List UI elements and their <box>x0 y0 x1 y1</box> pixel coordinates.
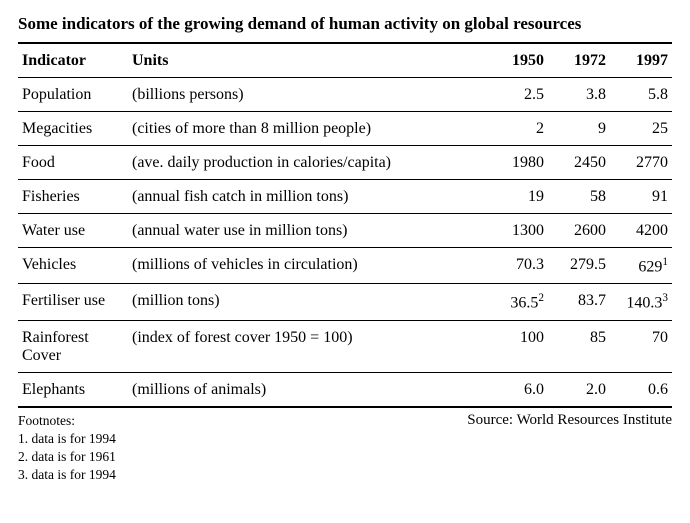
table-row: Water use(annual water use in million to… <box>18 214 672 248</box>
source-attribution: Source: World Resources Institute <box>467 412 672 485</box>
cell-y1997: 6291 <box>610 248 672 284</box>
table-header-row: Indicator Units 1950 1972 1997 <box>18 43 672 78</box>
table-row: Elephants(millions of animals)6.02.00.6 <box>18 372 672 407</box>
cell-units: (ave. daily production in calories/capit… <box>128 146 486 180</box>
cell-y1972: 85 <box>548 320 610 372</box>
cell-y1972: 9 <box>548 112 610 146</box>
footnote-ref: 2 <box>538 292 544 304</box>
cell-y1997: 25 <box>610 112 672 146</box>
cell-y1972: 83.7 <box>548 284 610 320</box>
cell-units: (index of forest cover 1950 = 100) <box>128 320 486 372</box>
footnote-item: 1. data is for 1994 <box>18 430 116 448</box>
cell-y1950: 6.0 <box>486 372 548 407</box>
cell-y1997: 5.8 <box>610 78 672 112</box>
cell-y1997: 70 <box>610 320 672 372</box>
cell-y1972: 2600 <box>548 214 610 248</box>
cell-units: (billions persons) <box>128 78 486 112</box>
cell-indicator: Rainforest Cover <box>18 320 128 372</box>
table-row: Rainforest Cover(index of forest cover 1… <box>18 320 672 372</box>
cell-units: (cities of more than 8 million people) <box>128 112 486 146</box>
cell-y1950: 100 <box>486 320 548 372</box>
table-row: Megacities(cities of more than 8 million… <box>18 112 672 146</box>
footnote-ref: 1 <box>662 256 668 268</box>
cell-y1997: 0.6 <box>610 372 672 407</box>
col-header-1972: 1972 <box>548 43 610 78</box>
footnotes-header: Footnotes: <box>18 412 116 430</box>
cell-y1950: 1980 <box>486 146 548 180</box>
table-row: Vehicles(millions of vehicles in circula… <box>18 248 672 284</box>
table-body: Population(billions persons)2.53.85.8Meg… <box>18 78 672 407</box>
cell-indicator: Megacities <box>18 112 128 146</box>
table-row: Fisheries(annual fish catch in million t… <box>18 180 672 214</box>
cell-indicator: Fisheries <box>18 180 128 214</box>
cell-y1972: 2450 <box>548 146 610 180</box>
cell-y1950: 2 <box>486 112 548 146</box>
col-header-units: Units <box>128 43 486 78</box>
cell-y1972: 3.8 <box>548 78 610 112</box>
cell-indicator: Population <box>18 78 128 112</box>
cell-y1950: 2.5 <box>486 78 548 112</box>
footnotes: Footnotes: 1. data is for 1994 2. data i… <box>18 412 116 485</box>
table-row: Food(ave. daily production in calories/c… <box>18 146 672 180</box>
cell-y1950: 19 <box>486 180 548 214</box>
footnote-item: 2. data is for 1961 <box>18 448 116 466</box>
cell-units: (annual fish catch in million tons) <box>128 180 486 214</box>
cell-y1972: 58 <box>548 180 610 214</box>
cell-y1972: 2.0 <box>548 372 610 407</box>
cell-units: (millions of vehicles in circulation) <box>128 248 486 284</box>
table-footer: Footnotes: 1. data is for 1994 2. data i… <box>18 412 672 485</box>
footnote-item: 3. data is for 1994 <box>18 466 116 484</box>
cell-indicator: Food <box>18 146 128 180</box>
cell-y1997: 2770 <box>610 146 672 180</box>
cell-units: (annual water use in million tons) <box>128 214 486 248</box>
cell-y1950: 36.52 <box>486 284 548 320</box>
cell-y1997: 91 <box>610 180 672 214</box>
cell-y1997: 4200 <box>610 214 672 248</box>
cell-y1950: 1300 <box>486 214 548 248</box>
table-title: Some indicators of the growing demand of… <box>18 14 672 34</box>
cell-indicator: Vehicles <box>18 248 128 284</box>
cell-indicator: Elephants <box>18 372 128 407</box>
cell-units: (millions of animals) <box>128 372 486 407</box>
footnote-ref: 3 <box>662 292 668 304</box>
indicators-table: Indicator Units 1950 1972 1997 Populatio… <box>18 42 672 408</box>
cell-indicator: Fertiliser use <box>18 284 128 320</box>
col-header-1997: 1997 <box>610 43 672 78</box>
cell-y1997: 140.33 <box>610 284 672 320</box>
cell-units: (million tons) <box>128 284 486 320</box>
cell-y1972: 279.5 <box>548 248 610 284</box>
cell-indicator: Water use <box>18 214 128 248</box>
cell-y1950: 70.3 <box>486 248 548 284</box>
col-header-indicator: Indicator <box>18 43 128 78</box>
table-row: Fertiliser use(million tons)36.5283.7140… <box>18 284 672 320</box>
table-row: Population(billions persons)2.53.85.8 <box>18 78 672 112</box>
col-header-1950: 1950 <box>486 43 548 78</box>
